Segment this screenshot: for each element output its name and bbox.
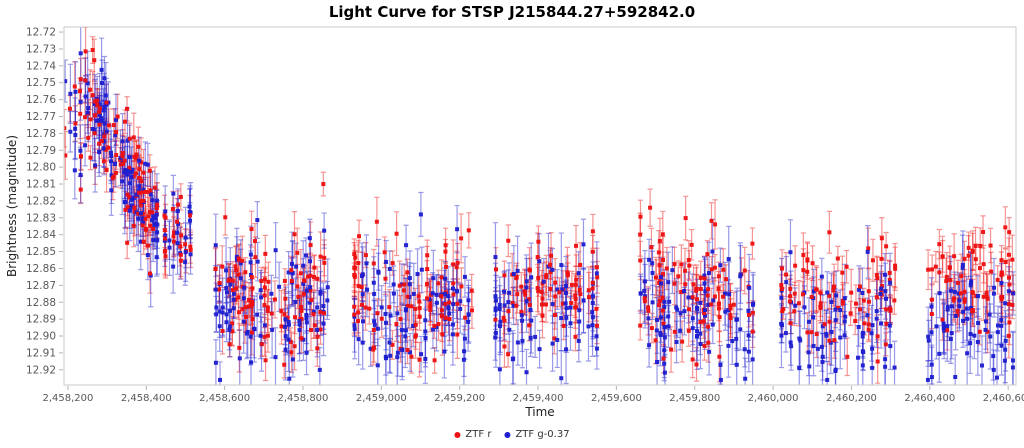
svg-text:2,459,000: 2,459,000: [356, 393, 407, 404]
chart-title: Light Curve for STSP J215844.27+592842.0: [328, 3, 696, 21]
svg-text:2,458,400: 2,458,400: [121, 393, 172, 404]
svg-text:12.86: 12.86: [26, 263, 56, 275]
svg-text:2,460,400: 2,460,400: [904, 393, 955, 404]
svg-text:12.85: 12.85: [26, 246, 56, 258]
y-axis-ticks: 12.72 12.73 12.74 12.75 12.76 12.77 12.78 12.79…: [26, 27, 63, 376]
ztf-g-marker-icon: [504, 431, 511, 438]
svg-text:2,458,800: 2,458,800: [278, 393, 329, 404]
svg-text:2,459,800: 2,459,800: [669, 393, 720, 404]
ztf-r-marker-icon: [454, 431, 461, 438]
legend: ZTF r ZTF g-0.37: [454, 429, 570, 440]
svg-text:12.83: 12.83: [26, 212, 56, 224]
svg-text:12.90: 12.90: [26, 331, 56, 343]
y-axis-label: Brightness (magnitude): [5, 134, 19, 278]
svg-text:12.92: 12.92: [26, 364, 56, 376]
svg-text:2,460,600: 2,460,600: [983, 393, 1024, 404]
svg-text:12.75: 12.75: [26, 77, 56, 89]
svg-text:12.82: 12.82: [26, 195, 56, 207]
legend-label-ztf-r: ZTF r: [465, 429, 492, 440]
error-bars-layer: [64, 27, 1016, 385]
svg-text:12.81: 12.81: [26, 179, 56, 191]
legend-item-ztf-r[interactable]: ZTF r: [454, 429, 491, 440]
svg-text:12.77: 12.77: [26, 111, 56, 123]
svg-text:12.72: 12.72: [26, 27, 56, 39]
markers-layer: [64, 48, 1016, 382]
svg-text:12.80: 12.80: [26, 162, 56, 174]
svg-text:2,460,200: 2,460,200: [826, 393, 877, 404]
svg-text:12.84: 12.84: [26, 229, 56, 241]
svg-text:2,459,200: 2,459,200: [434, 393, 485, 404]
svg-text:2,458,600: 2,458,600: [199, 393, 250, 404]
svg-text:2,459,400: 2,459,400: [513, 393, 564, 404]
plot-border: [63, 26, 1017, 386]
legend-label-ztf-g: ZTF g-0.37: [515, 429, 570, 440]
svg-text:12.89: 12.89: [26, 314, 56, 326]
svg-text:12.74: 12.74: [26, 60, 56, 72]
x-axis-label: Time: [525, 405, 555, 419]
svg-text:2,460,000: 2,460,000: [748, 393, 799, 404]
svg-text:12.87: 12.87: [26, 280, 56, 292]
svg-text:12.78: 12.78: [26, 128, 56, 140]
svg-text:12.91: 12.91: [26, 347, 56, 359]
svg-text:12.73: 12.73: [26, 43, 56, 55]
x-axis-ticks: 2,458,200 2,458,400 2,458,600 2,458,800 2,45…: [42, 386, 1024, 404]
svg-text:2,458,200: 2,458,200: [42, 393, 93, 404]
legend-item-ztf-g[interactable]: ZTF g-0.37: [504, 429, 570, 440]
svg-text:2,459,600: 2,459,600: [591, 393, 642, 404]
svg-text:12.79: 12.79: [26, 145, 56, 157]
svg-text:12.88: 12.88: [26, 297, 56, 309]
svg-text:12.76: 12.76: [26, 94, 56, 106]
